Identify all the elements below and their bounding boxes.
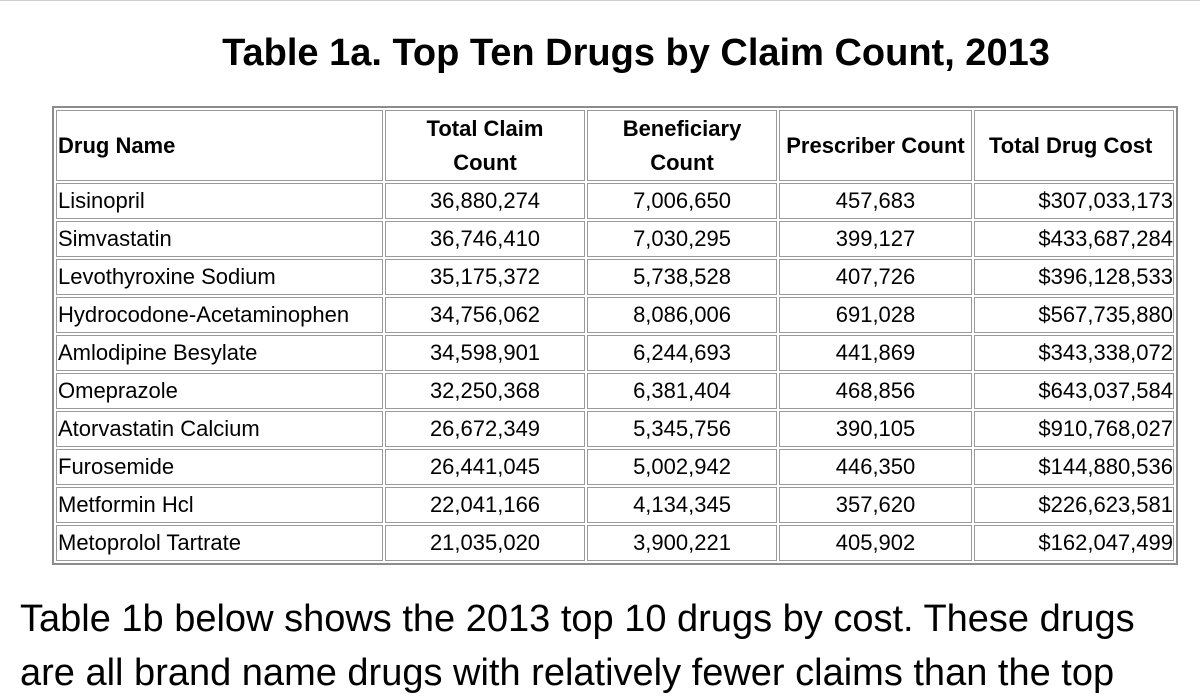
table-row: Lisinopril 36,880,274 7,006,650 457,683 $307…: [56, 183, 1174, 219]
header-drug-name: Drug Name: [56, 110, 383, 181]
cell-prescriber-count: 390,105: [779, 411, 972, 447]
table-row: Amlodipine Besylate 34,598,901 6,244,693 44…: [56, 335, 1174, 371]
cell-total-drug-cost: $910,768,027: [974, 411, 1174, 447]
cell-total-drug-cost: $567,735,880: [974, 297, 1174, 333]
cell-prescriber-count: 405,902: [779, 525, 972, 561]
cell-drug-name: Omeprazole: [56, 373, 383, 409]
cell-total-claim-count: 35,175,372: [385, 259, 585, 295]
header-beneficiary-count-line1: Beneficiary: [622, 115, 742, 141]
cell-total-claim-count: 26,672,349: [385, 411, 585, 447]
cell-drug-name: Atorvastatin Calcium: [56, 411, 383, 447]
cell-total-claim-count: 26,441,045: [385, 449, 585, 485]
paragraph-line-2: are all brand name drugs with relatively…: [20, 652, 1115, 694]
cell-prescriber-count: 399,127: [779, 221, 972, 257]
table-row: Metoprolol Tartrate 21,035,020 3,900,221 40…: [56, 525, 1174, 561]
cell-beneficiary-count: 5,345,756: [587, 411, 777, 447]
header-beneficiary-count-line2: Count: [650, 149, 714, 175]
cell-drug-name: Metformin Hcl: [56, 487, 383, 523]
cell-total-drug-cost: $343,338,072: [974, 335, 1174, 371]
table-row: Atorvastatin Calcium 26,672,349 5,345,756 3…: [56, 411, 1174, 447]
cell-drug-name: Amlodipine Besylate: [56, 335, 383, 371]
paragraph-line-1: Table 1b below shows the 2013 top 10 dru…: [20, 598, 1135, 640]
header-total-claim-count: Total Claim Count: [385, 110, 585, 181]
cell-total-claim-count: 34,598,901: [385, 335, 585, 371]
top-divider: [0, 0, 1200, 1]
table-body: Lisinopril 36,880,274 7,006,650 457,683 $307…: [56, 183, 1174, 561]
cell-beneficiary-count: 6,381,404: [587, 373, 777, 409]
table-row: Levothyroxine Sodium 35,175,372 5,738,528 4…: [56, 259, 1174, 295]
cell-prescriber-count: 441,869: [779, 335, 972, 371]
table-row: Hydrocodone-Acetaminophen 34,756,062 8,086…: [56, 297, 1174, 333]
header-total-drug-cost: Total Drug Cost: [974, 110, 1174, 181]
table-header-row: Drug Name Total Claim Count Beneficiary …: [56, 110, 1174, 181]
cell-drug-name: Metoprolol Tartrate: [56, 525, 383, 561]
table-row: Simvastatin 36,746,410 7,030,295 399,127 $43…: [56, 221, 1174, 257]
cell-drug-name: Lisinopril: [56, 183, 383, 219]
table-row: Omeprazole 32,250,368 6,381,404 468,856 $643…: [56, 373, 1174, 409]
header-total-claim-count-line1: Total Claim: [426, 115, 544, 141]
header-total-claim-count-line2: Count: [453, 149, 517, 175]
cell-beneficiary-count: 5,002,942: [587, 449, 777, 485]
cell-beneficiary-count: 3,900,221: [587, 525, 777, 561]
top-drugs-table: Drug Name Total Claim Count Beneficiary …: [52, 106, 1178, 565]
cell-beneficiary-count: 7,006,650: [587, 183, 777, 219]
cell-drug-name: Furosemide: [56, 449, 383, 485]
cell-beneficiary-count: 4,134,345: [587, 487, 777, 523]
cell-beneficiary-count: 7,030,295: [587, 221, 777, 257]
cell-prescriber-count: 457,683: [779, 183, 972, 219]
cell-prescriber-count: 468,856: [779, 373, 972, 409]
cell-total-claim-count: 34,756,062: [385, 297, 585, 333]
cell-beneficiary-count: 5,738,528: [587, 259, 777, 295]
cell-total-drug-cost: $144,880,536: [974, 449, 1174, 485]
table-container: Drug Name Total Claim Count Beneficiary …: [52, 106, 1178, 565]
cell-total-drug-cost: $433,687,284: [974, 221, 1174, 257]
cell-drug-name: Hydrocodone-Acetaminophen: [56, 297, 383, 333]
cell-total-claim-count: 36,746,410: [385, 221, 585, 257]
header-prescriber-count: Prescriber Count: [779, 110, 972, 181]
cell-total-drug-cost: $307,033,173: [974, 183, 1174, 219]
header-beneficiary-count: Beneficiary Count: [587, 110, 777, 181]
cell-prescriber-count: 357,620: [779, 487, 972, 523]
cell-beneficiary-count: 6,244,693: [587, 335, 777, 371]
cell-total-drug-cost: $643,037,584: [974, 373, 1174, 409]
cell-drug-name: Simvastatin: [56, 221, 383, 257]
body-paragraph: Table 1b below shows the 2013 top 10 dru…: [20, 592, 1200, 700]
cell-prescriber-count: 446,350: [779, 449, 972, 485]
table-row: Furosemide 26,441,045 5,002,942 446,350 $144…: [56, 449, 1174, 485]
cell-total-claim-count: 22,041,166: [385, 487, 585, 523]
table-title: Table 1a. Top Ten Drugs by Claim Count, …: [222, 32, 1050, 74]
cell-beneficiary-count: 8,086,006: [587, 297, 777, 333]
cell-drug-name: Levothyroxine Sodium: [56, 259, 383, 295]
cell-total-claim-count: 21,035,020: [385, 525, 585, 561]
cell-total-claim-count: 36,880,274: [385, 183, 585, 219]
cell-prescriber-count: 407,726: [779, 259, 972, 295]
cell-total-drug-cost: $396,128,533: [974, 259, 1174, 295]
cell-total-claim-count: 32,250,368: [385, 373, 585, 409]
cell-total-drug-cost: $226,623,581: [974, 487, 1174, 523]
cell-prescriber-count: 691,028: [779, 297, 972, 333]
table-row: Metformin Hcl 22,041,166 4,134,345 357,620 $…: [56, 487, 1174, 523]
cell-total-drug-cost: $162,047,499: [974, 525, 1174, 561]
